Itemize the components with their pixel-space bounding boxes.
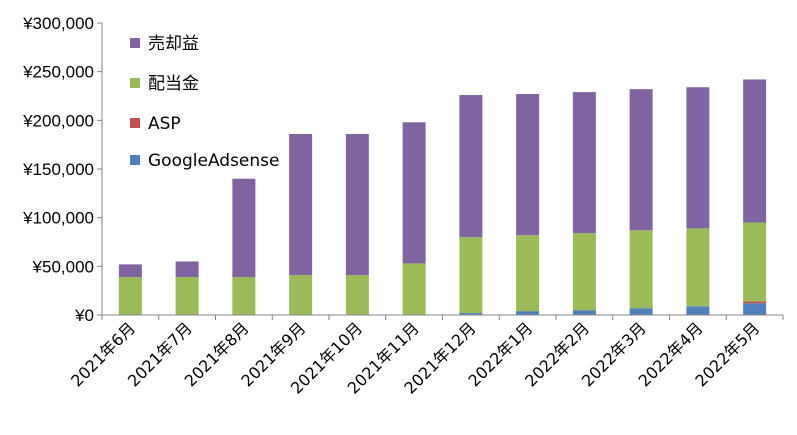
y-tick-label: ¥250,000: [22, 63, 94, 82]
y-tick-label: ¥300,000: [22, 14, 94, 33]
legend-swatch: [130, 78, 140, 88]
legend-label: GoogleAdsense: [148, 151, 279, 171]
y-axis-tick-labels: ¥0 ¥50,000 ¥100,000 ¥150,000 ¥200,000 ¥250,00…: [22, 14, 102, 325]
bar-segment-配当金: [459, 237, 483, 314]
bar-segment-GoogleAdsense: [572, 310, 596, 315]
bar-segment-配当金: [289, 275, 313, 315]
legend-swatch: [130, 38, 140, 48]
bar-segment-売却益: [686, 87, 710, 229]
y-tick-label: ¥0: [74, 306, 94, 325]
bar-segment-売却益: [345, 133, 369, 276]
bars-group: [118, 79, 767, 315]
bar-segment-配当金: [572, 233, 596, 311]
bar-segment-GoogleAdsense: [629, 308, 653, 315]
y-tick-label: ¥100,000: [22, 209, 94, 228]
bar-segment-配当金: [516, 235, 540, 312]
bar-segment-配当金: [118, 277, 142, 315]
x-axis-category-labels: 2021年6月2021年7月2021年8月2021年9月2021年10月2021…: [67, 315, 784, 398]
bar-segment-GoogleAdsense: [743, 303, 767, 315]
y-tick-label: ¥150,000: [22, 160, 94, 179]
bar-segment-配当金: [232, 277, 256, 315]
bar-segment-売却益: [629, 89, 653, 231]
bar-segment-配当金: [175, 277, 199, 315]
bar-segment-GoogleAdsense: [459, 313, 483, 315]
bar-segment-売却益: [402, 122, 426, 264]
legend-label: 配当金: [148, 74, 199, 94]
bar-segment-配当金: [686, 228, 710, 307]
bar-segment-ASP: [743, 301, 767, 304]
bar-segment-売却益: [289, 133, 313, 276]
bar-segment-配当金: [402, 263, 426, 315]
bar-segment-売却益: [459, 95, 483, 238]
bar-segment-配当金: [743, 222, 767, 302]
legend-label: ASP: [148, 114, 181, 134]
bar-segment-配当金: [629, 230, 653, 309]
bar-segment-売却益: [572, 92, 596, 234]
bar-segment-GoogleAdsense: [686, 306, 710, 315]
bar-segment-配当金: [345, 275, 369, 315]
legend-swatch: [130, 118, 140, 128]
y-tick-label: ¥200,000: [22, 111, 94, 130]
bar-segment-売却益: [743, 79, 767, 223]
legend-label: 売却益: [148, 34, 199, 54]
y-tick-label: ¥50,000: [32, 257, 94, 276]
bar-segment-売却益: [175, 261, 199, 278]
bar-segment-売却益: [516, 94, 540, 236]
legend-swatch: [130, 155, 140, 165]
bar-segment-売却益: [232, 178, 256, 278]
bar-segment-売却益: [118, 264, 142, 278]
bar-segment-GoogleAdsense: [516, 311, 540, 315]
